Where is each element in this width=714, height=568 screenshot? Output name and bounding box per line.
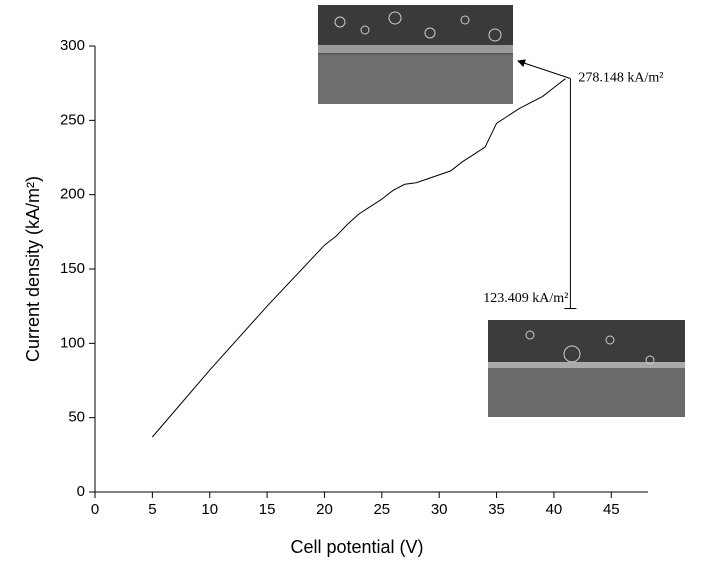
y-tick-label: 200 [60,186,85,203]
x-tick-label: 45 [603,501,620,518]
inset-photo-bottom [488,320,685,417]
annotation-arrow [517,59,571,79]
y-axis-title: Current density (kA/m²) [23,176,43,362]
x-tick-label: 15 [259,501,276,518]
x-tick-label: 20 [316,501,333,518]
annotation-label: 123.409 kA/m² [483,291,568,306]
y-tick-label: 0 [77,483,85,500]
y-tick-label: 100 [60,334,85,351]
x-axis-title: Cell potential (V) [290,537,423,557]
y-tick-label: 150 [60,260,85,277]
y-tick-label: 250 [60,111,85,128]
x-tick-label: 35 [488,501,505,518]
y-tick-label: 50 [68,409,85,426]
y-tick-label: 300 [60,37,85,54]
annotation-label: 278.148 kA/m² [578,71,663,86]
x-tick-label: 0 [91,501,99,518]
x-tick-label: 5 [148,501,156,518]
x-tick-label: 30 [431,501,448,518]
data-line [151,78,566,438]
x-tick-label: 25 [373,501,390,518]
x-tick-label: 10 [201,501,218,518]
x-tick-label: 40 [546,501,563,518]
inset-photo-top [318,5,513,104]
